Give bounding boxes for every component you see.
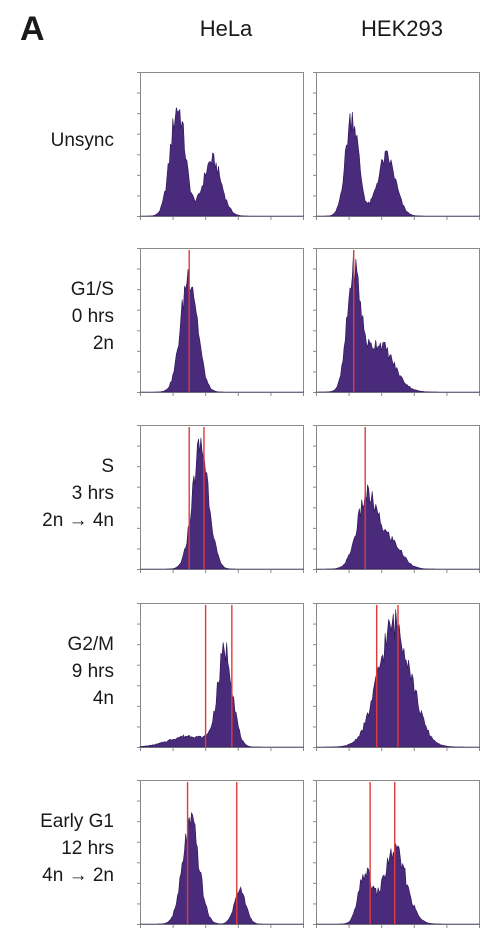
row-label-3: G2/M 9 hrs 4n bbox=[68, 631, 114, 712]
row-label-line: Unsync bbox=[50, 130, 114, 151]
column-header-hela: HeLa bbox=[199, 16, 253, 41]
row-label-2: S 3 hrs 2n → 4n bbox=[42, 453, 114, 534]
histogram-area bbox=[315, 251, 480, 393]
histogram-hek293-row-0 bbox=[313, 72, 480, 220]
histogram-hela-row-0 bbox=[137, 72, 304, 220]
row-label-0: Unsync bbox=[51, 127, 114, 154]
row-label-line: S bbox=[101, 456, 114, 477]
histogram-area bbox=[140, 437, 304, 570]
row-label-line: 4n bbox=[92, 688, 114, 709]
row-label-line: Early G1 bbox=[40, 811, 114, 832]
row-label-line: 0 hrs bbox=[71, 306, 114, 327]
panel-label: A bbox=[20, 10, 45, 48]
plot-frame bbox=[316, 425, 480, 570]
histogram-area bbox=[140, 107, 304, 217]
histogram-area bbox=[139, 642, 304, 748]
histogram-area bbox=[316, 843, 480, 925]
row-label-line: 12 hrs bbox=[61, 838, 114, 859]
histogram-hek293-row-1 bbox=[313, 248, 480, 396]
histogram-hek293-row-3 bbox=[313, 603, 480, 751]
histogram-hela-row-2 bbox=[137, 425, 304, 573]
row-label-line: 2n bbox=[92, 333, 114, 354]
row-label-4: Early G1 12 hrs 4n → 2n bbox=[40, 808, 114, 889]
row-label-line: 2n → 4n bbox=[42, 510, 114, 531]
row-label-line: G2/M bbox=[67, 634, 114, 655]
row-label-line: G1/S bbox=[70, 279, 114, 300]
histogram-area bbox=[316, 484, 480, 570]
histogram-hela-row-3 bbox=[137, 603, 304, 751]
histogram-area bbox=[316, 112, 480, 217]
histogram-hek293-row-4 bbox=[313, 780, 480, 928]
row-label-line: 4n → 2n bbox=[42, 865, 114, 886]
row-label-line: 9 hrs bbox=[71, 661, 114, 682]
histogram-area bbox=[140, 269, 304, 393]
row-label-line: 3 hrs bbox=[71, 483, 114, 504]
histogram-hek293-row-2 bbox=[313, 425, 480, 573]
histogram-area bbox=[140, 812, 304, 925]
plot-frame bbox=[140, 780, 304, 925]
histogram-hela-row-4 bbox=[137, 780, 304, 928]
plot-frame bbox=[140, 248, 304, 393]
plot-frame bbox=[140, 425, 304, 570]
row-label-1: G1/S 0 hrs 2n bbox=[71, 276, 114, 357]
column-header-hek293: HEK293 bbox=[361, 16, 443, 41]
histogram-hela-row-1 bbox=[137, 248, 304, 396]
